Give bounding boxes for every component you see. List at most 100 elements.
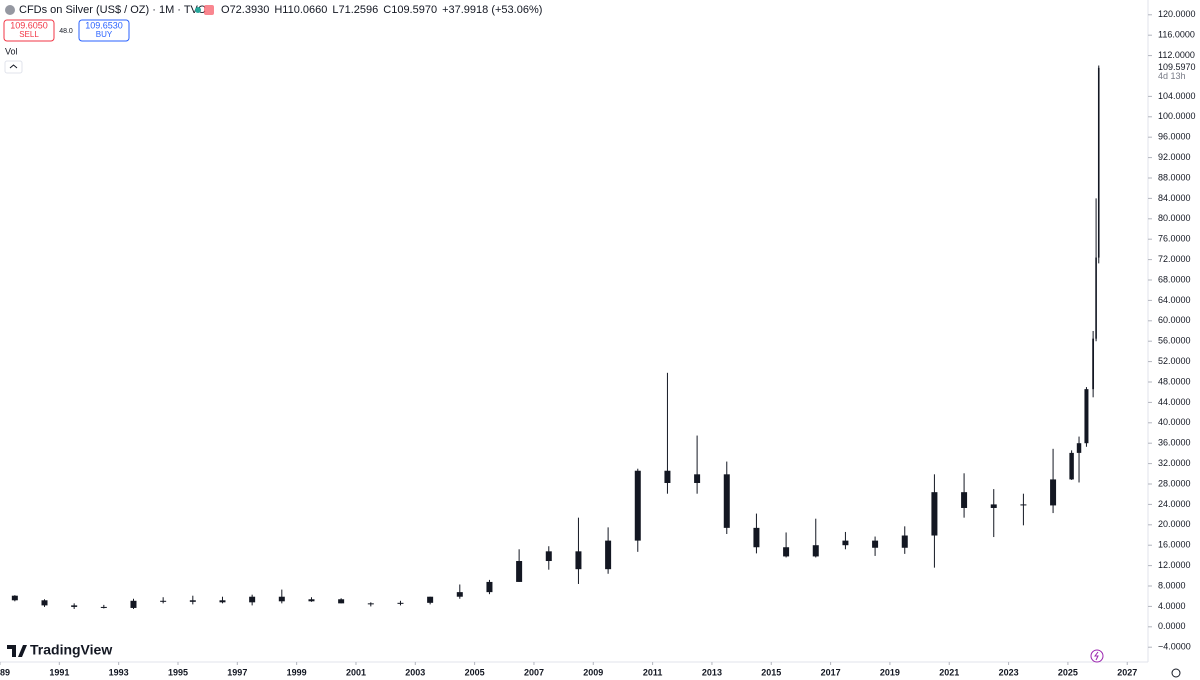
- candle-body: [1050, 479, 1057, 506]
- x-tick-label: 2007: [524, 667, 544, 677]
- y-tick-label: 100.0000: [1158, 111, 1196, 121]
- y-tick-label: 84.0000: [1158, 193, 1191, 203]
- sell-button[interactable]: [3, 19, 55, 42]
- candle-body: [872, 540, 879, 548]
- y-tick-label: 40.0000: [1158, 417, 1191, 427]
- x-tick-label: 2011: [643, 667, 663, 677]
- alert-bolt: [1094, 651, 1099, 661]
- last-price-tag: [1150, 62, 1198, 83]
- ohlc-value: 110.0660: [282, 4, 327, 16]
- candle-body: [1076, 443, 1082, 453]
- candle-body: [41, 600, 48, 606]
- x-tick-label: 2005: [465, 667, 485, 677]
- ohlc-value: 109.5970: [391, 4, 437, 16]
- x-tick-label: 2015: [761, 667, 781, 677]
- x-tick-label: 1991: [49, 667, 69, 677]
- x-tick-label: 1989: [0, 667, 10, 677]
- y-tick-label: 36.0000: [1158, 438, 1191, 448]
- y-tick-label: 72.0000: [1158, 254, 1191, 264]
- x-tick-label: 2001: [346, 667, 366, 677]
- y-tick-label: 4.0000: [1158, 601, 1186, 611]
- y-tick-label: 96.0000: [1158, 132, 1191, 142]
- x-tick-label: 2017: [821, 667, 841, 677]
- status-dot: [195, 7, 201, 13]
- x-tick-label: 2023: [999, 667, 1019, 677]
- candle-body: [990, 504, 997, 508]
- y-tick-label: 88.0000: [1158, 172, 1191, 182]
- y-tick-label: 60.0000: [1158, 315, 1191, 325]
- ohlc: O 72.3930 H 110.0660 L 71.2596 C 109.5970 +37.99…: [221, 4, 542, 16]
- candle-body: [931, 492, 938, 536]
- y-tick-label: 80.0000: [1158, 213, 1191, 223]
- candle-body: [605, 540, 612, 570]
- y-tick-label: 44.0000: [1158, 397, 1191, 407]
- y-tick-label: 76.0000: [1158, 234, 1191, 244]
- x-tick-label: 1997: [227, 667, 247, 677]
- y-tick-label: 120.0000: [1158, 9, 1196, 19]
- candle-body: [1020, 504, 1027, 506]
- candle-body: [1097, 67, 1100, 258]
- ohlc-key: L: [332, 4, 338, 16]
- y-tick-label: 20.0000: [1158, 519, 1191, 529]
- spread: 48.0: [59, 28, 73, 35]
- candle-body: [753, 527, 760, 548]
- y-tick-label: 64.0000: [1158, 295, 1191, 305]
- candle-body: [130, 600, 137, 608]
- candle-body: [1095, 257, 1097, 339]
- candle-body: [961, 492, 968, 508]
- candle-body: [723, 474, 730, 528]
- candle-body: [308, 599, 315, 602]
- candle-body: [1092, 338, 1095, 390]
- ohlc-key: O: [221, 4, 230, 16]
- candle-body: [694, 474, 701, 483]
- brand: TradingView: [30, 642, 112, 658]
- ohlc-key: H: [274, 4, 282, 16]
- candle-body: [71, 605, 78, 607]
- buy-button[interactable]: [78, 19, 130, 42]
- countdown-label: 4d 13h: [1158, 71, 1186, 81]
- y-tick-label: 52.0000: [1158, 356, 1191, 366]
- candle-body: [100, 606, 107, 608]
- brand-logo: [7, 645, 27, 657]
- candle-body: [545, 551, 552, 562]
- y-tick-label: 24.0000: [1158, 499, 1191, 509]
- candle-body: [397, 602, 404, 604]
- y-tick-label: 68.0000: [1158, 274, 1191, 284]
- y-tick-label: 104.0000: [1158, 91, 1196, 101]
- y-tick-label: 48.0000: [1158, 376, 1191, 386]
- y-tick-label: 116.0000: [1158, 30, 1195, 40]
- x-tick-label: 2027: [1117, 667, 1137, 677]
- y-tick-label: 12.0000: [1158, 560, 1191, 570]
- x-tick-label: 2013: [702, 667, 722, 677]
- ohlc-change: +37.9918 (+53.06%): [442, 4, 542, 16]
- sell-label: SELL: [19, 30, 39, 39]
- y-tick-label: 92.0000: [1158, 152, 1191, 162]
- candle-body: [338, 599, 345, 604]
- ohlc-value: 71.2596: [338, 4, 378, 16]
- x-tick-label: 2019: [880, 667, 900, 677]
- x-tick-label: 2009: [583, 667, 603, 677]
- symbol-title: CFDs on Silver (US$ / OZ) · 1M · TVC: [19, 4, 206, 16]
- collapse-icon: [9, 64, 18, 69]
- candle-body: [1069, 452, 1074, 480]
- ohlc-key: C: [383, 4, 391, 16]
- candle-body: [812, 545, 819, 557]
- alert-icon[interactable]: [1090, 649, 1104, 663]
- buy-price: 109.6530: [85, 20, 123, 30]
- y-tick-label: 112.0000: [1158, 50, 1195, 60]
- candle-body: [575, 551, 582, 570]
- y-tick-label: 32.0000: [1158, 458, 1191, 468]
- candle-body: [160, 600, 167, 602]
- candle-body: [427, 596, 434, 603]
- candle-body: [367, 603, 374, 605]
- y-tick-label: 28.0000: [1158, 478, 1191, 488]
- y-tick-label: 56.0000: [1158, 336, 1191, 346]
- ohlc-value: 72.3930: [230, 4, 270, 16]
- candle-body: [278, 596, 285, 602]
- candle-body: [189, 600, 196, 602]
- collapse-button[interactable]: [4, 60, 23, 74]
- settings-icon[interactable]: [1171, 668, 1181, 678]
- candle-body: [456, 592, 463, 597]
- candle-body: [219, 600, 226, 603]
